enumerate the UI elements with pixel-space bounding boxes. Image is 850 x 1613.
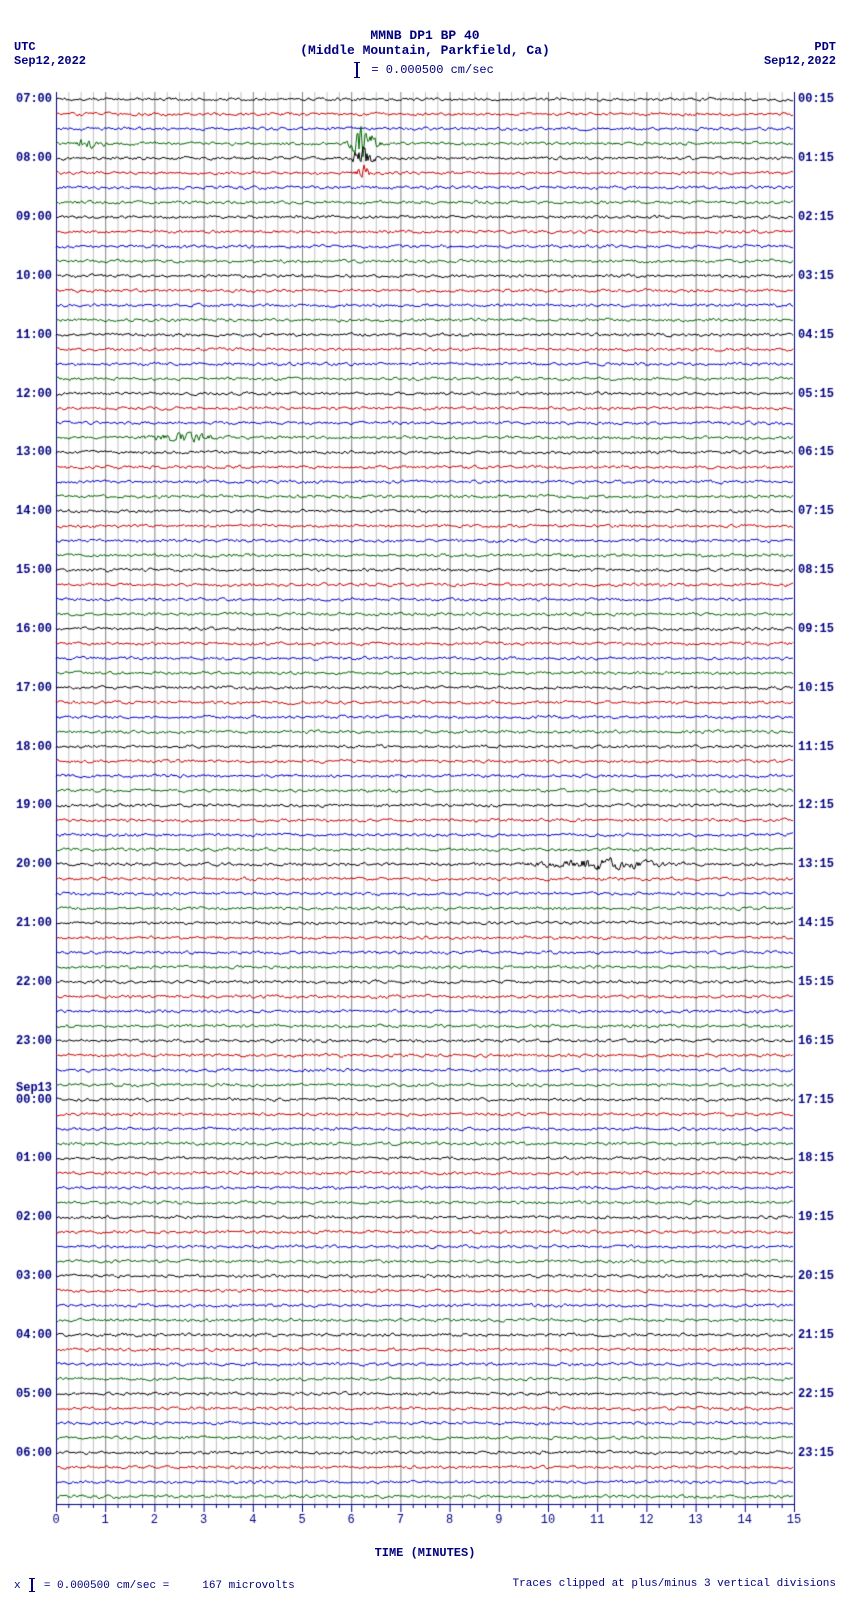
footer-scale-bar-icon <box>31 1578 33 1592</box>
station-line: MMNB DP1 BP 40 <box>0 28 850 43</box>
footer-left: x = 0.000500 cm/sec = 167 microvolts <box>14 1578 295 1592</box>
plot-wrap: TIME (MINUTES) <box>14 86 836 1560</box>
x-axis-title: TIME (MINUTES) <box>14 1546 836 1560</box>
footer-left-prefix: x <box>14 1580 21 1592</box>
scale-text: = 0.000500 cm/sec <box>371 63 493 77</box>
date-left: Sep12,2022 <box>14 54 86 68</box>
footer-right: Traces clipped at plus/minus 3 vertical … <box>513 1578 836 1592</box>
seismogram-canvas <box>14 86 836 1544</box>
scale-line: = 0.000500 cm/sec <box>0 62 850 78</box>
footer-left-suffix: 167 microvolts <box>202 1580 294 1592</box>
date-right: Sep12,2022 <box>764 54 836 68</box>
scale-bar-icon <box>356 62 358 78</box>
tz-right: PDT <box>764 40 836 54</box>
location-line: (Middle Mountain, Parkfield, Ca) <box>0 43 850 58</box>
tz-left-block: UTC Sep12,2022 <box>14 40 86 69</box>
footer-left-mid: = 0.000500 cm/sec = <box>44 1580 169 1592</box>
tz-right-block: PDT Sep12,2022 <box>764 40 836 69</box>
footer: x = 0.000500 cm/sec = 167 microvolts Tra… <box>0 1560 850 1602</box>
header: UTC Sep12,2022 PDT Sep12,2022 MMNB DP1 B… <box>0 0 850 78</box>
tz-left: UTC <box>14 40 86 54</box>
